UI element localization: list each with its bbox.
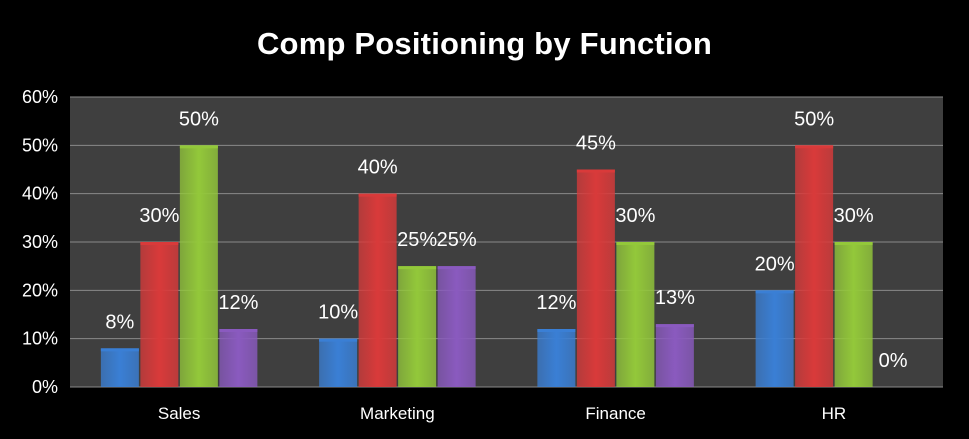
data-label: 45% [576,133,616,155]
data-label: 30% [139,205,179,227]
bar-cap [398,266,437,270]
bar-cap [437,266,476,270]
x-axis: Sales Marketing Finance HR [158,404,846,423]
bar-hr-2 [834,242,873,387]
bar-marketing-3 [437,266,476,387]
x-tick-label: Finance [585,404,645,423]
bars [100,145,873,387]
data-label: 50% [794,108,834,130]
bar-hr-1 [795,145,834,387]
data-label: 25% [437,229,477,251]
y-tick-label: 20% [22,280,58,300]
x-tick-label: Marketing [360,404,435,423]
data-label: 13% [655,287,695,309]
data-label: 10% [318,302,358,324]
bar-finance-2 [616,242,655,387]
bar-cap [179,145,218,149]
data-label: 40% [358,157,398,179]
bar-marketing-1 [358,193,397,387]
data-label: 8% [105,311,134,333]
bar-cap [616,242,655,245]
bar-sales-1 [140,242,179,387]
y-tick-label: 10% [22,329,58,349]
bar-finance-3 [655,324,694,387]
data-label: 30% [834,205,874,227]
y-tick-label: 50% [22,135,58,155]
bar-hr-0 [755,290,794,387]
data-label: 25% [397,229,437,251]
bar-sales-0 [100,348,139,387]
bar-cap [795,145,834,149]
bar-finance-1 [576,169,615,387]
y-tick-label: 60% [22,87,58,107]
chart-title: Comp Positioning by Function [256,26,713,61]
bar-sales-2 [179,145,218,387]
y-tick-label: 40% [22,184,58,204]
bar-cap [655,324,694,328]
data-label: 12% [218,292,258,314]
data-label: 20% [755,253,795,275]
bar-cap [755,290,794,294]
bar-cap [537,329,576,332]
y-axis: 0% 10% 20% 30% 40% 50% 60% [22,87,58,397]
bar-sales-3 [219,329,258,387]
bar-marketing-0 [319,338,358,387]
bar-cap [140,242,179,245]
bar-cap [576,169,615,173]
data-label: 30% [615,205,655,227]
data-label: 12% [536,292,576,314]
y-tick-label: 30% [22,232,58,252]
data-labels: 8% 30% 50% 12% 10% 40% 25% 25% 12% 45% 30% 13% 20% 50… [105,108,907,372]
y-tick-label: 0% [32,377,58,397]
bar-finance-0 [537,329,576,387]
bar-cap [834,242,873,245]
x-tick-label: HR [822,404,847,423]
bar-cap [100,348,139,352]
bar-cap [219,329,258,332]
bar-cap [358,193,397,197]
data-label: 0% [879,350,908,372]
bar-marketing-2 [398,266,437,387]
bar-cap [319,338,358,342]
data-label: 50% [179,108,219,130]
x-tick-label: Sales [158,404,201,423]
